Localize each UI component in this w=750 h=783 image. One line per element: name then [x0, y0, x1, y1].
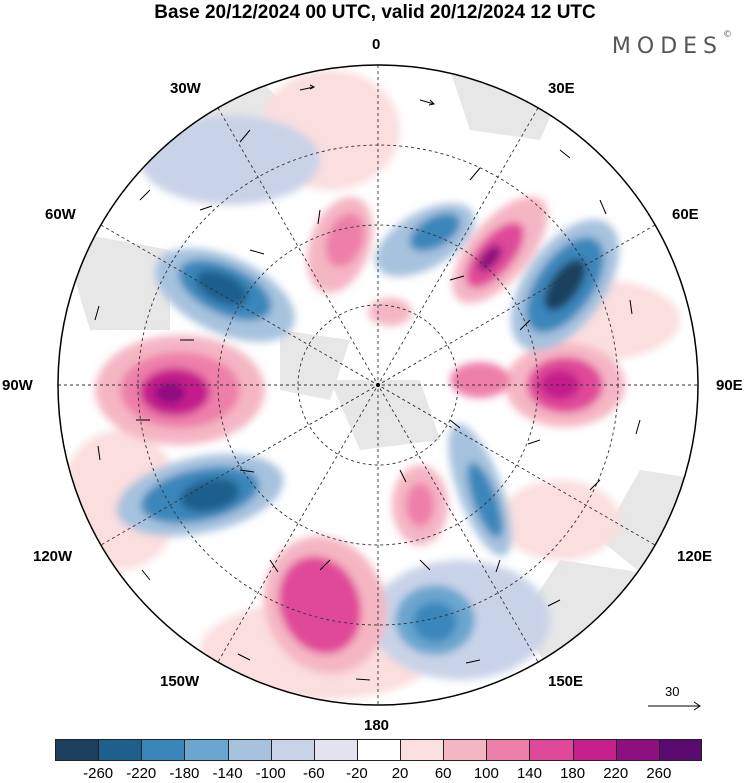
reference-vector-arrow	[648, 701, 701, 711]
height-anomaly-field	[60, 70, 680, 700]
modes-logo: MODES©	[611, 30, 732, 59]
colorbar-tick-label: 100	[473, 765, 499, 782]
lon-label-180: 180	[364, 717, 390, 734]
colorbar-tick-label: 260	[646, 765, 672, 782]
colorbar-tick-label: 220	[603, 765, 629, 782]
colorbar-swatch	[443, 739, 487, 761]
colorbar-swatch	[356, 739, 401, 761]
lon-label-90e: 90E	[716, 377, 743, 394]
map-title: Base 20/12/2024 00 UTC, valid 20/12/2024…	[154, 2, 596, 23]
lon-label-30w: 30W	[170, 80, 201, 97]
lon-label-60w: 60W	[45, 206, 76, 223]
colorbar-tick-label: -140	[212, 765, 243, 782]
lon-label-120e: 120E	[677, 548, 713, 565]
colorbar-swatch	[400, 739, 444, 761]
lon-label-30e: 30E	[548, 80, 575, 97]
colorbar-swatch	[529, 739, 574, 761]
colorbar-tick-label: 60	[434, 765, 452, 782]
polar-map	[57, 64, 701, 711]
colorbar-swatch	[184, 739, 229, 761]
colorbar-swatch	[98, 739, 142, 761]
colorbar-tick-label: -220	[126, 765, 157, 782]
colorbar-tick-label: -260	[83, 765, 114, 782]
lon-label-150e: 150E	[548, 673, 584, 690]
lon-label-150w: 150W	[160, 673, 200, 690]
colorbar-tick-label: -100	[255, 765, 286, 782]
colorbar-tick-label: -180	[169, 765, 200, 782]
colorbar-tick-label: -20	[346, 765, 368, 782]
colorbar-swatch	[141, 739, 185, 761]
colorbar-tick-label: 180	[560, 765, 586, 782]
lon-label-90w: 90W	[2, 377, 33, 394]
colorbar-swatch	[658, 739, 702, 761]
lon-label-0: 0	[372, 36, 381, 53]
colorbar-tick-label: 20	[391, 765, 409, 782]
colorbar-swatch	[270, 739, 315, 761]
reference-vector-label: 30	[665, 684, 680, 699]
colorbar	[55, 739, 702, 761]
brand-text: MODES	[611, 34, 723, 59]
lon-label-60e: 60E	[672, 206, 699, 223]
colorbar-swatch	[486, 739, 530, 761]
colorbar-swatch	[227, 739, 272, 761]
wind-vectors	[94, 84, 641, 681]
colorbar-tick-label: 140	[516, 765, 542, 782]
colorbar-swatch	[572, 739, 617, 761]
copyright-mark: ©	[723, 30, 732, 40]
colorbar-tick-label: -60	[302, 765, 325, 782]
lon-label-120w: 120W	[33, 548, 73, 565]
colorbar-swatch	[55, 739, 99, 761]
colorbar-swatch	[313, 739, 358, 761]
colorbar-swatch	[615, 739, 660, 761]
